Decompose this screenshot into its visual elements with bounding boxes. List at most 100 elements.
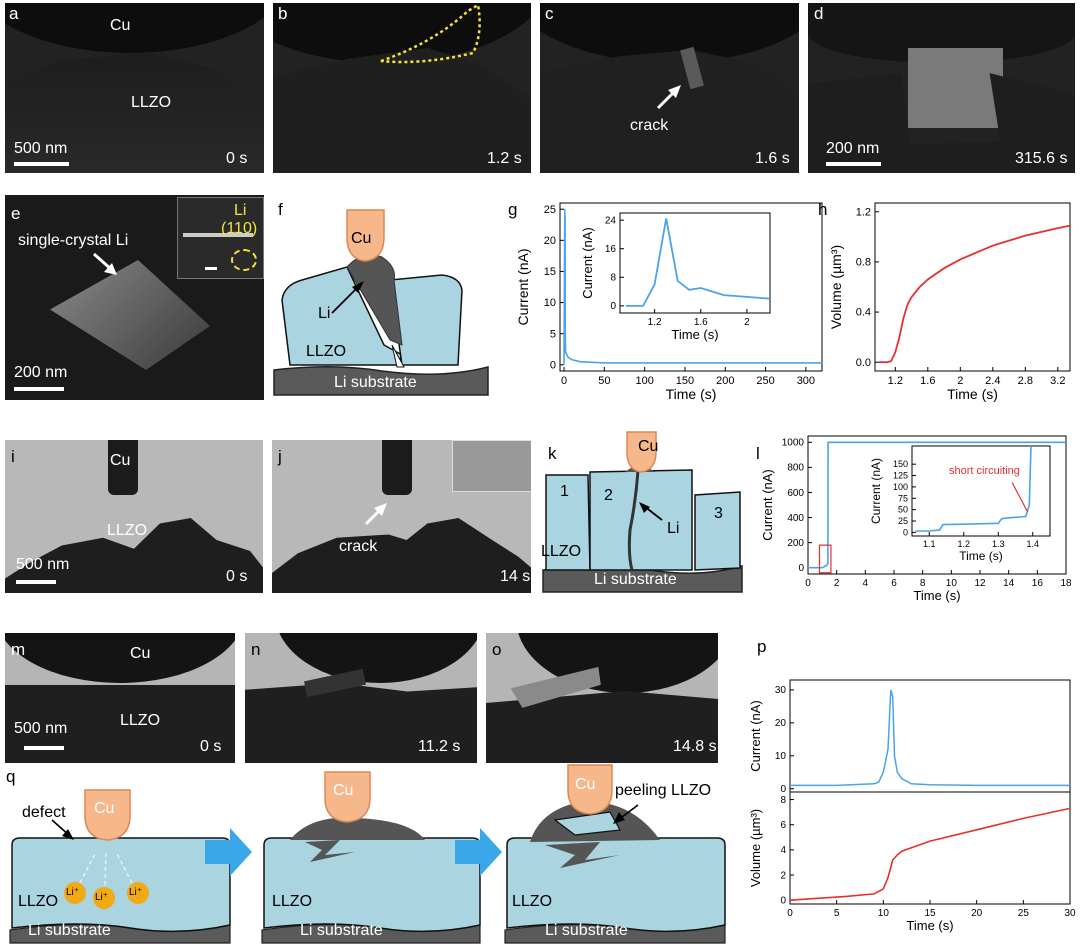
panel-label-a: a xyxy=(9,4,19,23)
inset-li-label: Li xyxy=(234,202,247,219)
li-label-f: Li xyxy=(318,305,331,322)
chart-h-volume: 1.2 1.6 2 2.4 2.8 3.2 0.0 0.4 0.8 1.2 Time (s) Volu… xyxy=(830,202,1071,402)
tem-panel-i xyxy=(5,440,263,593)
scale-bar-d xyxy=(826,162,881,166)
tem-panel-e xyxy=(5,195,264,400)
x-tick-label: 10 xyxy=(946,578,958,589)
scale-text-m: 500 nm xyxy=(14,720,68,737)
grain-2-label: 2 xyxy=(604,487,613,504)
time-label-i: 0 s xyxy=(226,568,248,585)
current-series-line xyxy=(790,689,1070,787)
li-ion-label-1: Li⁺ xyxy=(66,887,80,898)
scale-text-e: 200 nm xyxy=(14,364,68,381)
substrate-label-q2: Li substrate xyxy=(300,922,383,939)
x-tick-label: 20 xyxy=(971,908,983,919)
scale-bar-m xyxy=(24,746,64,750)
x-tick-label: 15 xyxy=(924,908,936,919)
x-tick-label: 1.1 xyxy=(923,539,936,549)
inset-plane-label: (110) xyxy=(221,220,258,237)
crack-label-j: crack xyxy=(339,538,378,555)
panel-label-j: j xyxy=(278,447,282,466)
y-tick-label: 400 xyxy=(787,513,804,524)
x-tick-label: 1.6 xyxy=(920,375,935,387)
x-tick-label: 1.2 xyxy=(648,317,662,328)
llzo-label-i: LLZO xyxy=(107,522,148,539)
time-label-o: 14.8 s xyxy=(673,738,717,755)
x-tick-label: 6 xyxy=(891,578,897,589)
y-tick-label: 0 xyxy=(903,527,908,537)
x-tick-label: 2 xyxy=(957,375,963,387)
panel-label-k: k xyxy=(548,444,557,463)
y-tick-label: 1000 xyxy=(782,438,805,449)
peeling-llzo-label: peeling LLZO xyxy=(615,782,712,799)
panel-label-o: o xyxy=(492,640,502,659)
x-tick-label: 0 xyxy=(561,375,567,387)
arrow-icon xyxy=(656,85,681,110)
tem-panel-m xyxy=(5,633,235,763)
cu-label-a: Cu xyxy=(110,17,131,34)
y-tick-label: 16 xyxy=(605,244,617,255)
y-tick-label: 8 xyxy=(780,795,786,806)
cu-label-q2: Cu xyxy=(333,782,354,799)
x-tick-label: 4 xyxy=(863,578,869,589)
y-tick-label: 25 xyxy=(544,204,556,216)
y-axis-label: Current (nA) xyxy=(515,248,531,325)
substrate-label-k: Li substrate xyxy=(594,571,677,588)
y-axis-label: Volume (µm³) xyxy=(830,245,844,329)
cu-label-f: Cu xyxy=(351,230,372,247)
x-tick-label: 18 xyxy=(1060,578,1072,589)
x-tick-label: 5 xyxy=(834,908,840,919)
x-tick-label: 30 xyxy=(1064,908,1076,919)
y-tick-label: 20 xyxy=(775,718,787,729)
y-tick-label: 100 xyxy=(893,482,908,492)
y-tick-label: 0 xyxy=(780,784,786,795)
scale-text-d: 200 nm xyxy=(826,140,880,157)
substrate-label-q3: Li substrate xyxy=(545,922,628,939)
grain-1-label: 1 xyxy=(560,483,569,500)
series-line xyxy=(808,441,1066,569)
substrate-label-q1: Li substrate xyxy=(28,922,111,939)
panel-label-p: p xyxy=(757,637,767,656)
panel-label-h: h xyxy=(818,200,828,219)
tem-panel-j xyxy=(272,440,531,593)
x-tick-label: 2 xyxy=(834,578,840,589)
tem-panel-b xyxy=(273,3,531,173)
series-line xyxy=(879,224,1071,364)
substrate-label-f: Li substrate xyxy=(334,374,417,391)
y-tick-label: 800 xyxy=(787,463,804,474)
x-tick-label: 14 xyxy=(1003,578,1015,589)
y-axis-label: Current (nA) xyxy=(580,227,595,299)
y-axis-label: Current (nA) xyxy=(760,469,775,541)
grain-3-label: 3 xyxy=(714,505,723,522)
y-tick-label: 200 xyxy=(787,538,804,549)
x-tick-label: 300 xyxy=(797,375,815,387)
x-tick-label: 250 xyxy=(756,375,774,387)
y-axis-label: Volume (µm³) xyxy=(748,809,763,887)
y-tick-label: 0.8 xyxy=(856,257,871,269)
li-ion-label-3: Li⁺ xyxy=(129,887,143,898)
panel-label-c: c xyxy=(545,4,554,23)
panel-label-m: m xyxy=(11,640,26,659)
panel-label-d: d xyxy=(814,4,824,23)
volume-series-line xyxy=(789,807,1071,901)
scale-bar-i xyxy=(16,580,56,584)
plot-frame xyxy=(911,445,1051,537)
y-tick-label: 0.4 xyxy=(856,307,871,319)
inset-series-line xyxy=(625,218,771,307)
annotation-arrow xyxy=(1011,482,1029,513)
x-tick-label: 2.8 xyxy=(1018,375,1033,387)
y-tick-label: 75 xyxy=(898,493,908,503)
arrow-icon xyxy=(93,252,117,275)
inset-series-line xyxy=(915,445,1032,532)
y-axis-label: Current (nA) xyxy=(869,458,883,524)
x-tick-label: 150 xyxy=(676,375,694,387)
x-tick-label: 10 xyxy=(878,908,890,919)
x-tick-label: 0 xyxy=(787,908,793,919)
short-circuiting-annotation: short circuiting xyxy=(949,465,1020,477)
plot-frame xyxy=(874,202,1071,372)
x-tick-label: 8 xyxy=(920,578,926,589)
y-tick-label: 0 xyxy=(610,301,616,312)
panel-label-l: l xyxy=(756,444,760,463)
single-crystal-li-label: single-crystal Li xyxy=(18,232,129,249)
